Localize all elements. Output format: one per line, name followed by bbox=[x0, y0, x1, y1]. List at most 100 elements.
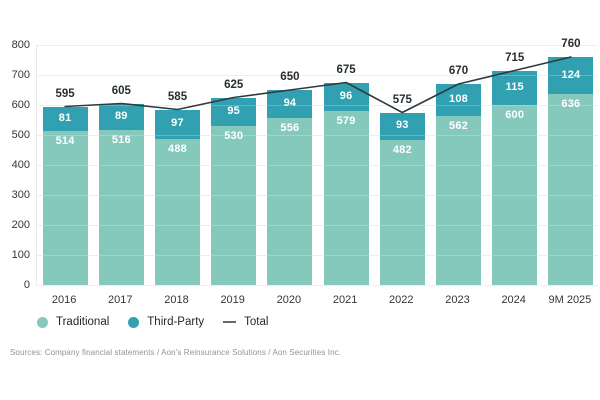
x-axis-label: 2017 bbox=[108, 294, 133, 306]
gridline bbox=[37, 134, 598, 136]
bar-value-label-third-party: 81 bbox=[58, 111, 72, 124]
bar-value-label-third-party: 95 bbox=[227, 104, 240, 117]
gridline-overlay bbox=[37, 74, 598, 76]
total-value-label: 585 bbox=[167, 90, 188, 103]
x-axis-label: 2016 bbox=[51, 294, 77, 306]
gridline-overlay bbox=[37, 44, 598, 46]
bar-segment-traditional: 530 bbox=[211, 126, 257, 285]
gridline-overlay bbox=[37, 104, 598, 106]
gridline bbox=[37, 224, 598, 226]
gridline bbox=[37, 254, 598, 256]
bar-segment-third-party: 93 bbox=[379, 112, 425, 141]
bar-value-label-third-party: 124 bbox=[561, 68, 581, 81]
bar-value-label-third-party: 94 bbox=[283, 97, 297, 110]
y-axis-tick-label: 100 bbox=[11, 248, 30, 261]
total-value-label: 625 bbox=[224, 78, 244, 91]
bar-segment-traditional: 516 bbox=[98, 130, 144, 285]
gridline bbox=[37, 74, 598, 76]
x-axis-label: 2024 bbox=[501, 294, 526, 306]
y-axis-tick-label: 500 bbox=[11, 128, 30, 141]
bar-segment-third-party: 89 bbox=[98, 103, 144, 131]
plot-area: 514 81 595 516 89 605 488 97 585 530 95 625 556 94 650… bbox=[36, 38, 598, 286]
total-value-label: 715 bbox=[505, 51, 525, 64]
bar-value-label-traditional: 530 bbox=[224, 130, 244, 142]
total-value-label: 595 bbox=[55, 87, 75, 100]
bar-value-label-third-party: 97 bbox=[171, 117, 184, 130]
bar-value-label-traditional: 514 bbox=[55, 134, 75, 147]
bar-value-label-traditional: 488 bbox=[168, 142, 187, 155]
legend-dash-icon bbox=[223, 321, 237, 323]
legend-label: Third-Party bbox=[147, 316, 205, 328]
legend-item-traditional: Traditional bbox=[37, 316, 109, 328]
total-value-label: 650 bbox=[280, 71, 300, 83]
x-axis-label: 2022 bbox=[389, 294, 414, 306]
gridline-overlay bbox=[37, 164, 598, 166]
bar-segment-third-party: 95 bbox=[211, 97, 257, 126]
bar-value-label-third-party: 108 bbox=[449, 93, 468, 106]
bar-segment-traditional: 482 bbox=[379, 140, 425, 285]
x-axis-label: 2018 bbox=[164, 294, 189, 306]
bar-value-label-third-party: 93 bbox=[395, 119, 409, 132]
bar-value-label-traditional: 636 bbox=[561, 98, 581, 111]
y-axis-tick-label: 600 bbox=[11, 98, 30, 111]
y-axis-tick-label: 800 bbox=[11, 38, 30, 51]
gridline bbox=[37, 44, 598, 46]
bar-value-label-traditional: 516 bbox=[111, 134, 131, 147]
x-axis-label: 9M 2025 bbox=[548, 294, 592, 306]
bar-segment-traditional: 600 bbox=[492, 105, 538, 285]
gridline bbox=[37, 164, 598, 166]
bar-segment-traditional: 636 bbox=[548, 94, 594, 285]
bar-value-label-traditional: 556 bbox=[280, 122, 300, 135]
legend-circle-icon bbox=[128, 316, 140, 328]
bar-segment-traditional: 514 bbox=[42, 130, 88, 285]
bar-value-label-traditional: 482 bbox=[392, 144, 412, 157]
total-value-label: 575 bbox=[392, 93, 412, 106]
legend-circle-icon bbox=[37, 316, 48, 328]
bar-value-label-third-party: 96 bbox=[339, 89, 353, 102]
bar-value-label-third-party: 115 bbox=[505, 80, 524, 93]
bar-segment-traditional: 562 bbox=[436, 116, 481, 285]
legend-item-third-party: Third-Party bbox=[128, 316, 204, 328]
bar-segment-third-party: 115 bbox=[492, 70, 538, 105]
y-axis-tick-label: 0 bbox=[23, 278, 30, 291]
bar-segment-third-party: 96 bbox=[323, 82, 369, 112]
y-axis-tick-label: 200 bbox=[11, 218, 30, 231]
bar-value-label-third-party: 89 bbox=[114, 109, 128, 122]
gridline-overlay bbox=[37, 224, 598, 226]
x-axis-label: 2019 bbox=[220, 294, 245, 306]
bar-segment-traditional: 579 bbox=[323, 111, 369, 285]
gridline-overlay bbox=[37, 134, 598, 136]
chart-legend: Traditional Third-Party Total bbox=[37, 316, 268, 328]
y-axis-tick-label: 400 bbox=[11, 158, 30, 171]
total-value-label: 605 bbox=[111, 84, 131, 97]
legend-label: Traditional bbox=[56, 316, 110, 328]
gridline bbox=[37, 284, 598, 286]
bar-segment-third-party: 124 bbox=[548, 57, 594, 95]
bar-value-label-traditional: 579 bbox=[336, 115, 356, 128]
gridline bbox=[37, 104, 598, 106]
x-axis-label: 2020 bbox=[276, 294, 302, 306]
total-value-label: 670 bbox=[448, 65, 469, 77]
bar-segment-third-party: 97 bbox=[155, 109, 200, 139]
sources-note: Sources: Company financial statements / … bbox=[10, 348, 342, 357]
bar-segment-third-party: 94 bbox=[267, 90, 313, 119]
bar-segment-traditional: 556 bbox=[267, 118, 313, 285]
gridline-overlay bbox=[37, 194, 598, 196]
x-axis-label: 2023 bbox=[445, 294, 470, 306]
bar-value-label-traditional: 562 bbox=[449, 120, 468, 133]
total-value-label: 675 bbox=[336, 63, 356, 76]
bar-segment-third-party: 81 bbox=[42, 106, 88, 131]
bar-segment-traditional: 488 bbox=[155, 138, 200, 285]
total-line bbox=[64, 56, 572, 114]
x-axis-label: 2021 bbox=[332, 294, 358, 306]
bar-value-label-traditional: 600 bbox=[505, 109, 525, 121]
total-value-label: 760 bbox=[561, 38, 581, 50]
legend-label: Total bbox=[244, 316, 269, 328]
gridline-overlay bbox=[37, 284, 598, 286]
y-axis-tick-label: 300 bbox=[11, 188, 30, 201]
gridline-overlay bbox=[37, 254, 598, 256]
y-axis-tick-label: 700 bbox=[11, 68, 30, 81]
gridline bbox=[37, 194, 598, 196]
legend-item-total: Total bbox=[223, 316, 268, 328]
